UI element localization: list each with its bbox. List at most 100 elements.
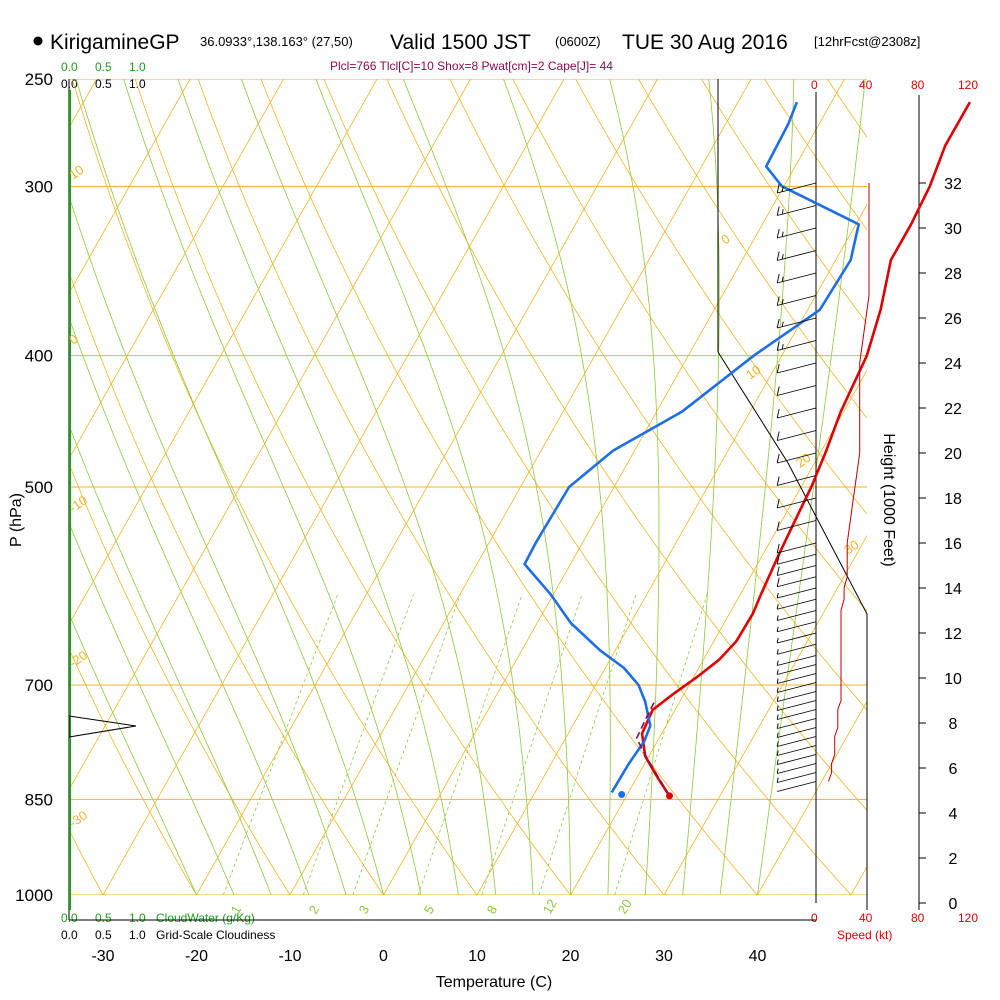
- wind-barb-flag: [776, 386, 780, 396]
- wind-barb-flag: [776, 453, 780, 464]
- wind-barb-shaft: [777, 632, 817, 644]
- wind-barb: [776, 643, 817, 655]
- wind-barb: [776, 727, 817, 738]
- mixing-ratio-line: [538, 594, 637, 895]
- height-tick-label: 18: [944, 491, 962, 508]
- height-tick-label: 16: [944, 536, 962, 553]
- wind-barb-shaft: [777, 610, 817, 621]
- moist-adiabat-line: [609, 79, 660, 895]
- wind-barb-flag: [776, 183, 780, 194]
- cloudwater-tick: 0.5: [95, 60, 112, 74]
- dry-adiabat-line: [575, 79, 867, 515]
- wind-barb: [776, 295, 817, 306]
- wind-barb: [776, 182, 817, 194]
- wind-barb-flag: [776, 476, 780, 486]
- wind-barb-shaft: [777, 520, 817, 531]
- wind-barb-shaft: [777, 295, 817, 306]
- dry-adiabat-line: [512, 79, 867, 612]
- wind-barb-shaft: [777, 682, 817, 693]
- wind-barb: [777, 781, 817, 792]
- isotherm-line: [757, 700, 867, 895]
- height-tick-label: 2: [949, 851, 958, 868]
- wind-barb: [776, 745, 817, 756]
- wind-barb: [776, 754, 817, 765]
- wind-barb-shaft: [777, 565, 817, 576]
- temperature-tick-label: -20: [185, 948, 208, 965]
- dry-adiabat-line: [763, 79, 867, 231]
- isotherm-label: 10: [743, 362, 763, 383]
- wind-barb-flag: [776, 592, 779, 599]
- dry-adiabat-line: [700, 79, 867, 325]
- wind-barb-flag: [776, 750, 779, 756]
- wind-barb: [776, 576, 817, 588]
- wind-barb-shaft: [777, 754, 817, 765]
- pressure-tick-label: 1000: [15, 886, 53, 905]
- dry-adiabat-line: [449, 79, 867, 711]
- isotherm-label: 30: [841, 537, 861, 558]
- wind-barb-shaft: [777, 407, 817, 419]
- wind-barb-shaft: [777, 709, 817, 720]
- stability-indices: Plcl=766 Tlcl[C]=10 Shox=8 Pwat[cm]=2 Ca…: [330, 59, 613, 73]
- wind-barb-shaft: [777, 745, 817, 756]
- wind-barb-shaft: [777, 691, 817, 702]
- wind-barb: [776, 587, 817, 599]
- wind-barb-flag: [776, 626, 779, 632]
- isotherm-label: 10: [66, 162, 86, 183]
- height-tick-label: 14: [944, 581, 962, 598]
- height-tick-label: 22: [944, 401, 962, 418]
- wind-barb-shaft: [777, 497, 817, 509]
- cloudwater-label: CloudWater (g/Kg): [156, 911, 255, 925]
- cloudwater-tick: 1.0: [129, 60, 146, 74]
- wind-barb-shaft: [777, 385, 817, 396]
- wind-barb-shaft: [777, 542, 817, 554]
- speed-tick: 40: [859, 78, 873, 92]
- wind-barb-flag: [776, 678, 779, 684]
- speed-tick: 80: [911, 78, 925, 92]
- isotherm-line: [850, 865, 867, 895]
- wind-barb-shaft: [777, 736, 817, 747]
- wind-barb-flag: [776, 660, 779, 666]
- cloudiness-tick: 1.0: [129, 77, 146, 91]
- wind-barb-flag: [776, 714, 779, 720]
- wind-barb-flag: [776, 408, 780, 419]
- cloudiness-tick: 1.0: [129, 928, 146, 942]
- wind-barb: [776, 621, 817, 633]
- moist-adiabat-line: [177, 79, 459, 895]
- isotherm-line: [69, 79, 191, 295]
- wind-barb-shaft: [777, 182, 817, 194]
- wind-barb-shaft: [777, 621, 817, 633]
- wind-barb-flag: [776, 577, 780, 587]
- speed-tick: 120: [958, 78, 978, 92]
- wind-barb-shaft: [777, 362, 817, 374]
- pressure-tick-label: 700: [25, 676, 53, 695]
- wind-barb-flag: [781, 276, 784, 282]
- wind-barb-shaft: [777, 272, 817, 284]
- wind-barb: [776, 362, 817, 374]
- dry-adiabat-line: [260, 79, 759, 895]
- wind-speed-profile-line: [828, 183, 870, 782]
- mixing-ratio-line: [222, 594, 339, 895]
- wind-barb-shaft: [777, 718, 817, 729]
- wind-barb: [776, 736, 817, 747]
- wind-barb-flag: [776, 363, 780, 374]
- wind-barb-flag: [776, 206, 780, 216]
- wind-barb-flag: [776, 318, 780, 329]
- wind-barb-flag: [776, 696, 779, 702]
- y-axis-label: P (hPa): [8, 493, 25, 547]
- wind-barb: [776, 272, 817, 284]
- height-tick-label: 10: [944, 671, 962, 688]
- wind-barb-shaft: [777, 763, 817, 774]
- wind-barb-flag: [776, 759, 779, 765]
- temperature-tick-label: -10: [278, 948, 301, 965]
- wind-barb-flag: [781, 344, 784, 350]
- dry-adiabat-line: [0, 55, 24, 924]
- mixing-ratio-label: 5: [421, 903, 438, 917]
- mixing-ratio-line: [302, 594, 414, 895]
- wind-barb-shaft: [777, 673, 817, 684]
- wind-barb-flag: [776, 768, 779, 774]
- wind-barb-flag: [776, 566, 780, 576]
- wind-barb: [776, 664, 817, 675]
- moist-adiabat-line: [315, 79, 534, 895]
- cloudiness-tick: 0.0: [61, 77, 78, 91]
